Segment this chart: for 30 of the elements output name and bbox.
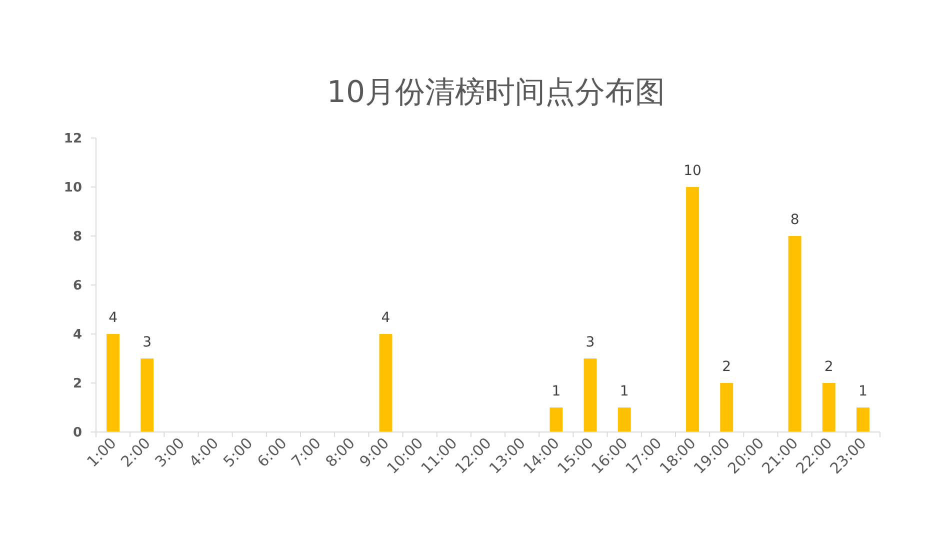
bar xyxy=(686,187,699,432)
chart-title: 10月份清榜时间点分布图 xyxy=(326,75,666,110)
bar xyxy=(584,358,597,432)
y-tick-label: 4 xyxy=(72,328,82,343)
data-label: 2 xyxy=(722,359,732,375)
data-label: 8 xyxy=(790,212,800,228)
data-label: 10 xyxy=(684,163,702,179)
bar xyxy=(822,383,836,432)
y-tick-label: 10 xyxy=(64,180,82,196)
bar xyxy=(550,408,563,432)
data-label: 1 xyxy=(620,384,629,400)
bar xyxy=(140,358,154,432)
bar xyxy=(106,334,120,432)
y-tick-label: 6 xyxy=(72,278,82,294)
bar xyxy=(720,383,734,432)
data-label: 3 xyxy=(142,334,152,350)
data-label: 4 xyxy=(108,310,118,326)
bar xyxy=(618,408,631,432)
y-tick-label: 12 xyxy=(64,132,82,147)
y-tick-label: 2 xyxy=(72,376,82,392)
bar xyxy=(379,334,392,432)
data-label: 1 xyxy=(858,384,868,400)
data-label: 1 xyxy=(552,384,561,400)
y-tick-label: 0 xyxy=(72,426,82,441)
data-label: 2 xyxy=(824,359,834,375)
data-label: 3 xyxy=(586,334,595,350)
bar xyxy=(856,408,870,432)
data-label: 4 xyxy=(381,310,390,326)
y-tick-label: 8 xyxy=(72,230,82,245)
bar xyxy=(788,236,802,432)
